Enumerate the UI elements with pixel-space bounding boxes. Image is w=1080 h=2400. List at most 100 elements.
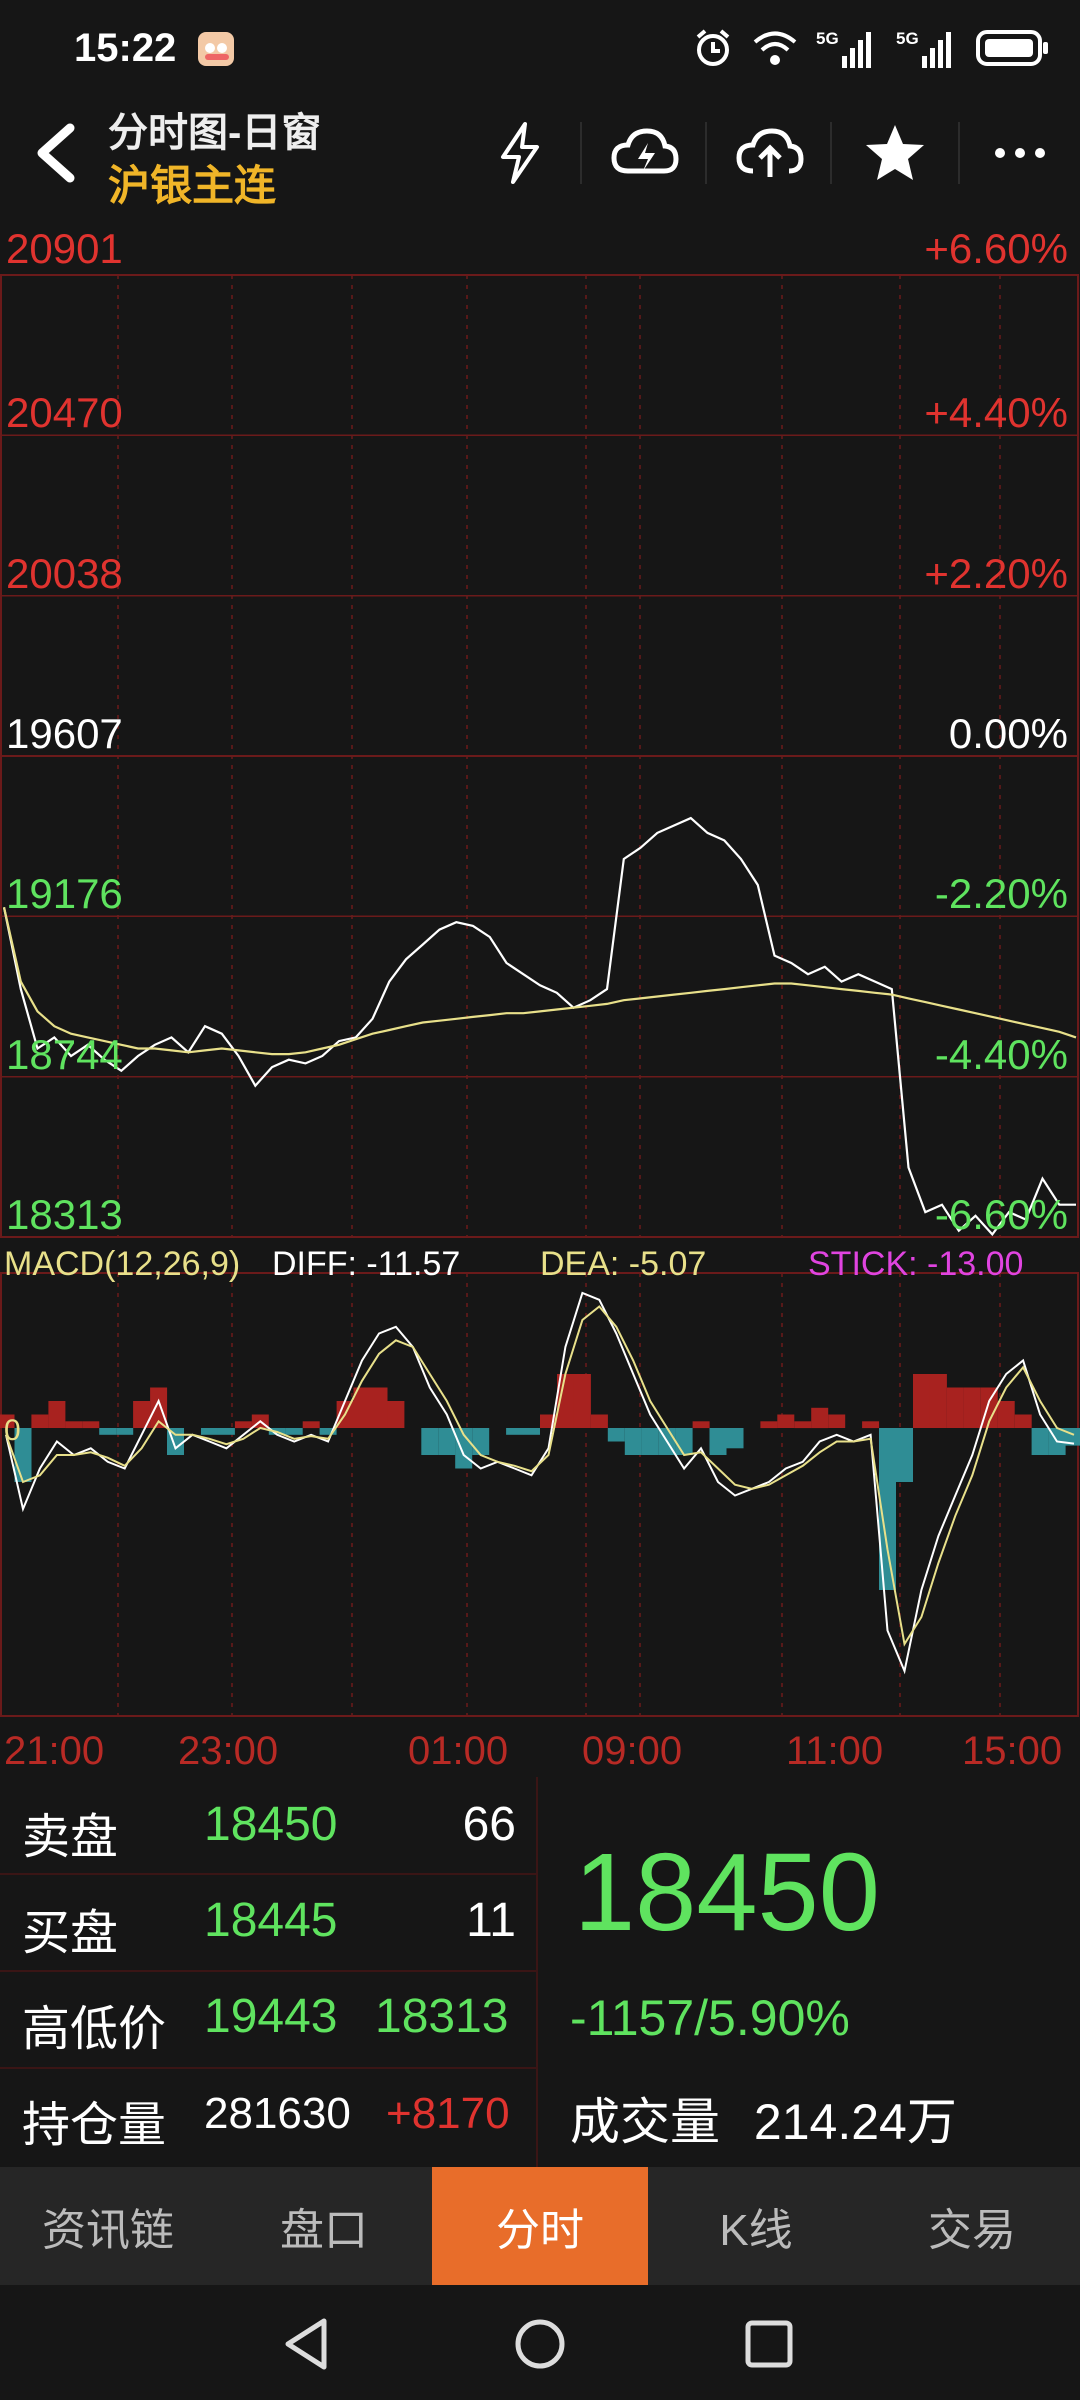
macd-bar xyxy=(82,1421,100,1429)
macd-stick-value: STICK: -13.00 xyxy=(808,1245,1023,1283)
macd-bar xyxy=(828,1414,846,1428)
price-change: -1157/5.90% xyxy=(570,1990,850,2046)
macd-bar xyxy=(557,1374,574,1428)
macd-bar xyxy=(692,1421,710,1429)
chart-area[interactable]: 20901 +6.60% 20470 +4.40% 20038 +2.20% 19607 0.… xyxy=(0,215,1080,1775)
tab-news[interactable]: 资讯链 xyxy=(42,2206,174,2255)
price-level-label: 18313 xyxy=(6,1191,123,1238)
nav-home-icon[interactable] xyxy=(513,2317,567,2371)
price-level-label: 20038 xyxy=(6,550,123,597)
bid-price: 18445 xyxy=(204,1894,338,1947)
macd-bar xyxy=(879,1428,896,1590)
volume: 成交量 214.24万 xyxy=(570,2082,957,2154)
chart-grid xyxy=(0,274,1079,1717)
percent-level-label: +2.20% xyxy=(924,550,1068,597)
macd-bar xyxy=(421,1428,439,1455)
cloud-upload-button[interactable] xyxy=(730,118,810,188)
macd-bar xyxy=(65,1421,83,1429)
bid-qty: 11 xyxy=(466,1894,516,1947)
status-bar: 15:22 5G 5G xyxy=(0,0,1080,100)
bid-label: 买盘 xyxy=(22,1907,119,1960)
macd-bar xyxy=(201,1428,218,1435)
macd-bar xyxy=(777,1414,795,1428)
nav-back-icon[interactable] xyxy=(282,2317,332,2371)
last-price: 18450 xyxy=(574,1831,880,1954)
macd-bar xyxy=(116,1428,134,1435)
macd-bar xyxy=(794,1421,812,1429)
macd-bar xyxy=(133,1401,151,1428)
macd-bar xyxy=(1014,1414,1032,1428)
time-axis-label: 09:00 xyxy=(582,1729,682,1773)
price-level-label: 19607 xyxy=(6,710,123,757)
nav-recents-icon[interactable] xyxy=(744,2319,794,2369)
tab-intraday[interactable]: 分时 xyxy=(432,2167,648,2285)
price-level-label: 18744 xyxy=(6,1031,123,1078)
price-level-label: 19176 xyxy=(6,870,123,917)
high-low-label: 高低价 xyxy=(22,2003,167,2056)
macd-bar xyxy=(573,1374,591,1428)
macd-bar xyxy=(760,1421,778,1429)
more-button[interactable] xyxy=(980,118,1060,188)
macd-histogram xyxy=(0,1374,1080,1590)
macd-bar xyxy=(438,1428,456,1455)
macd-dea-line xyxy=(5,1305,1075,1647)
macd-bar xyxy=(302,1421,320,1429)
cloud-lightning-icon xyxy=(611,128,679,174)
title-bar: 分时图-日窗 沪银主连 xyxy=(0,100,1080,215)
price-line xyxy=(2,816,1076,1237)
intraday-chart[interactable]: 20901 +6.60% 20470 +4.40% 20038 +2.20% 19607 0.… xyxy=(0,215,1080,1775)
more-icon xyxy=(995,148,1045,158)
macd-bar xyxy=(709,1428,727,1455)
high-price: 19443 xyxy=(204,1990,338,2043)
cloud-upload-icon xyxy=(736,128,804,177)
time-axis-label: 15:00 xyxy=(962,1729,1062,1773)
chart-lines xyxy=(2,816,1077,1675)
cloud-sync-button[interactable] xyxy=(605,118,685,188)
percent-level-label: +6.60% xyxy=(924,225,1068,272)
macd-bar xyxy=(675,1428,693,1455)
percent-level-label: -2.20% xyxy=(935,870,1068,917)
macd-bar xyxy=(217,1428,235,1435)
status-icons: 5G 5G xyxy=(692,26,1050,70)
tab-kline[interactable]: K线 xyxy=(719,2206,793,2255)
quote-panel: 卖盘 18450 66 买盘 18445 11 高低价 19443 18313 … xyxy=(0,1777,1080,2167)
macd-bar xyxy=(0,1414,15,1428)
network-label-2: 5G xyxy=(896,29,919,48)
macd-dea-value: DEA: -5.07 xyxy=(540,1245,706,1283)
favorite-button[interactable] xyxy=(855,118,935,188)
ask-price: 18450 xyxy=(204,1798,338,1851)
macd-bar xyxy=(99,1428,117,1435)
macd-bar xyxy=(607,1428,625,1442)
wifi-icon xyxy=(753,31,797,65)
panel-divider xyxy=(536,1777,538,2167)
ask-qty: 66 xyxy=(462,1798,516,1851)
macd-bar xyxy=(370,1387,388,1428)
open-interest-label: 持仓量 xyxy=(22,2099,167,2152)
row-divider xyxy=(0,1873,536,1875)
toolbar-divider xyxy=(580,122,582,184)
open-interest: 281630 xyxy=(204,2089,351,2138)
lightning-button[interactable] xyxy=(480,118,560,188)
avg-price-line xyxy=(2,907,1077,1056)
macd-label: MACD(12,26,9) xyxy=(4,1245,240,1283)
ask-label: 卖盘 xyxy=(22,1811,119,1864)
macd-bar xyxy=(285,1428,303,1435)
macd-bar xyxy=(929,1374,947,1428)
back-button[interactable] xyxy=(24,118,94,188)
macd-diff-value: DIFF: -11.57 xyxy=(272,1245,460,1283)
macd-bar xyxy=(997,1401,1015,1428)
system-nav-bar xyxy=(0,2285,1080,2400)
chart-labels: 20901 +6.60% 20470 +4.40% 20038 +2.20% 19607 0.… xyxy=(4,225,1068,1773)
macd-bar xyxy=(472,1428,490,1455)
macd-bar xyxy=(387,1401,405,1428)
back-arrow-icon xyxy=(37,123,75,183)
signal-icon-2: 5G xyxy=(896,29,951,68)
bottom-tabs: 资讯链 盘口 分时 K线 交易 xyxy=(0,2167,1080,2285)
macd-bar xyxy=(1031,1428,1049,1455)
percent-level-label: +4.40% xyxy=(924,389,1068,436)
tab-trade[interactable]: 交易 xyxy=(928,2206,1016,2255)
tab-order-book[interactable]: 盘口 xyxy=(280,2206,368,2255)
macd-bar xyxy=(624,1428,642,1455)
macd-bar xyxy=(234,1421,252,1429)
volume-value: 214.24万 xyxy=(753,2094,957,2150)
